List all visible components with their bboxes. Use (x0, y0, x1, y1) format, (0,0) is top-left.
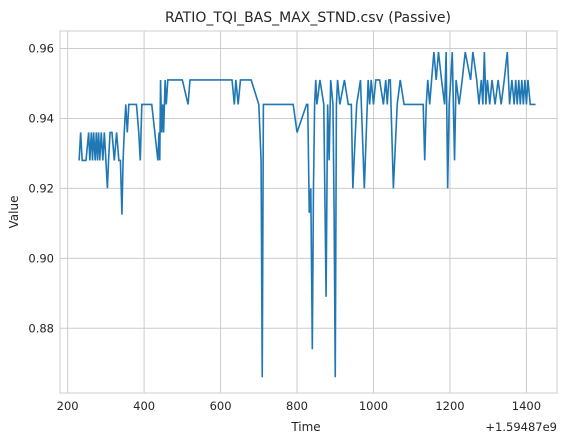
y-tick-label: 0.94 (28, 111, 54, 125)
chart-title: RATIO_TQI_BAS_MAX_STND.csv (Passive) (165, 10, 451, 26)
y-tick-labels: 0.88 0.90 0.92 0.94 0.96 (28, 41, 54, 335)
y-tick-label: 0.90 (28, 251, 54, 265)
x-axis-label: Time (290, 420, 320, 434)
series-layer (78, 51, 536, 378)
y-tick-label: 0.96 (28, 41, 54, 55)
y-axis-label: Value (7, 196, 21, 229)
x-offset-label: +1.59487e9 (485, 420, 557, 434)
x-tick-label: 600 (210, 399, 232, 413)
x-tick-label: 1200 (435, 399, 464, 413)
x-tick-label: 1400 (512, 399, 541, 413)
y-tick-label: 0.88 (28, 321, 54, 335)
x-tick-label: 1000 (359, 399, 388, 413)
x-tick-labels: 200 400 600 800 1000 1200 1400 (57, 399, 541, 413)
plot-frame (59, 30, 558, 394)
x-tick-label: 200 (57, 399, 79, 413)
x-tick-label: 800 (286, 399, 308, 413)
y-tick-label: 0.92 (28, 181, 54, 195)
x-tick-label: 400 (133, 399, 155, 413)
series-line (78, 51, 536, 378)
